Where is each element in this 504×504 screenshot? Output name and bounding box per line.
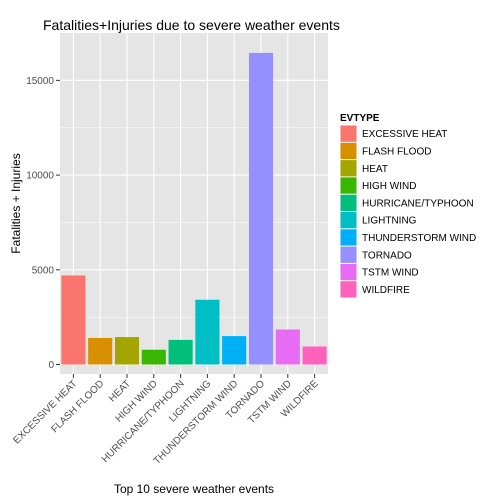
bar-6: [222, 336, 247, 365]
bar-5: [195, 299, 220, 365]
bar-8: [275, 329, 300, 365]
legend-swatch: [340, 281, 357, 298]
chart-title: Fatalities+Injuries due to severe weathe…: [43, 17, 340, 33]
legend-label: HEAT: [362, 164, 388, 175]
legend-label: TSTM WIND: [362, 268, 419, 279]
legend-swatch: [340, 263, 357, 281]
bar-2: [114, 337, 140, 365]
y-tick-label: 0: [48, 360, 54, 371]
bar-0: [61, 275, 86, 365]
bar-7: [248, 52, 274, 365]
legend-label: THUNDERSTORM WIND: [362, 233, 476, 244]
legend-label: FLASH FLOOD: [362, 146, 431, 157]
legend-label: EXCESSIVE HEAT: [362, 129, 447, 140]
x-axis-title: Top 10 severe weather events: [114, 482, 274, 496]
legend-swatch: [340, 194, 357, 211]
legend-swatch: [340, 160, 357, 177]
bars: [61, 52, 327, 365]
y-tick-label: 10000: [26, 171, 54, 182]
legend-swatch: [340, 142, 357, 160]
legend-label: WILDFIRE: [362, 285, 410, 296]
legend: EVTYPE EXCESSIVE HEAT FLASH FLOOD HEAT HIGH…: [339, 113, 476, 299]
legend-swatch: [340, 212, 357, 229]
y-axis-title: Fatalities + Injuries: [9, 153, 23, 253]
y-tick-label: 15000: [26, 76, 54, 87]
legend-swatch: [340, 125, 357, 142]
legend-swatch: [340, 246, 357, 263]
legend-label: HURRICANE/TYPHOON: [362, 198, 474, 209]
bar-4: [168, 339, 193, 365]
y-tick-label: 5000: [32, 265, 55, 276]
legend-label: TORNADO: [362, 250, 412, 261]
bar-3: [141, 349, 166, 365]
bar-9: [302, 346, 327, 365]
legend-title: EVTYPE: [340, 113, 380, 124]
legend-swatch: [340, 229, 357, 246]
legend-label: LIGHTNING: [362, 216, 417, 227]
y-axis-ticks: 0 5000 10000 15000: [26, 76, 60, 371]
legend-swatch: [340, 177, 357, 194]
legend-label: HIGH WIND: [362, 181, 416, 192]
bar-1: [88, 338, 113, 365]
